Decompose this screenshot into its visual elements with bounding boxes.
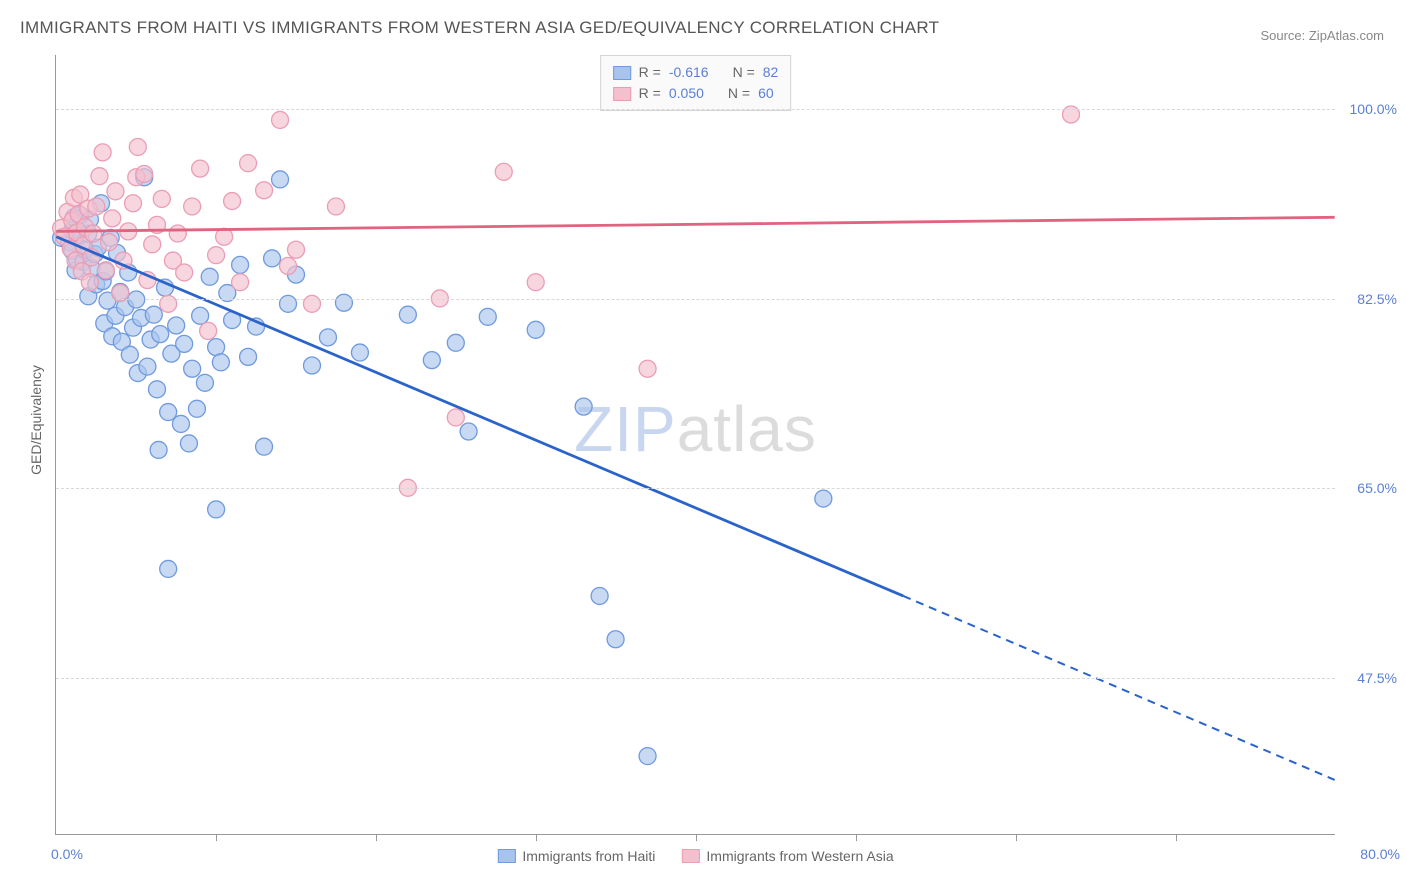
- legend-item-haiti: Immigrants from Haiti: [497, 848, 655, 864]
- x-tick: [536, 834, 537, 841]
- r-label: R =: [639, 83, 661, 104]
- swatch-pink: [681, 849, 699, 863]
- y-tick-label: 100.0%: [1350, 101, 1397, 117]
- swatch-blue: [497, 849, 515, 863]
- series-legend: Immigrants from Haiti Immigrants from We…: [497, 848, 893, 864]
- correlation-legend: R = -0.616 N = 82 R = 0.050 N = 60: [600, 55, 792, 111]
- r-value-haiti: -0.616: [669, 62, 709, 83]
- x-max-label: 80.0%: [1360, 846, 1400, 862]
- legend-item-wasia: Immigrants from Western Asia: [681, 848, 893, 864]
- plot-area: ZIPatlas R = -0.616 N = 82 R = 0.050 N =…: [55, 55, 1335, 835]
- y-tick-label: 47.5%: [1357, 670, 1397, 686]
- legend-label-haiti: Immigrants from Haiti: [522, 848, 655, 864]
- trend-lines: [56, 55, 1335, 834]
- n-value-wasia: 60: [758, 83, 774, 104]
- swatch-blue: [613, 66, 631, 80]
- legend-row-wasia: R = 0.050 N = 60: [613, 83, 779, 104]
- y-tick-label: 65.0%: [1357, 480, 1397, 496]
- x-tick: [696, 834, 697, 841]
- swatch-pink: [613, 87, 631, 101]
- x-tick: [376, 834, 377, 841]
- trend-line-solid: [56, 217, 1334, 231]
- x-tick: [1016, 834, 1017, 841]
- r-value-wasia: 0.050: [669, 83, 704, 104]
- x-min-label: 0.0%: [51, 846, 83, 862]
- y-axis-title: GED/Equivalency: [28, 365, 44, 475]
- legend-label-wasia: Immigrants from Western Asia: [706, 848, 893, 864]
- gridline: [56, 678, 1335, 679]
- x-tick: [1176, 834, 1177, 841]
- y-tick-label: 82.5%: [1357, 291, 1397, 307]
- source-label: Source: ZipAtlas.com: [1260, 28, 1384, 43]
- trend-line-solid: [56, 237, 903, 596]
- r-label: R =: [639, 62, 661, 83]
- x-tick: [856, 834, 857, 841]
- n-label: N =: [733, 62, 755, 83]
- gridline: [56, 488, 1335, 489]
- gridline: [56, 109, 1335, 110]
- legend-row-haiti: R = -0.616 N = 82: [613, 62, 779, 83]
- x-tick: [216, 834, 217, 841]
- chart-title: IMMIGRANTS FROM HAITI VS IMMIGRANTS FROM…: [20, 18, 939, 38]
- n-label: N =: [728, 83, 750, 104]
- n-value-haiti: 82: [763, 62, 779, 83]
- gridline: [56, 299, 1335, 300]
- trend-line-dashed: [903, 596, 1334, 780]
